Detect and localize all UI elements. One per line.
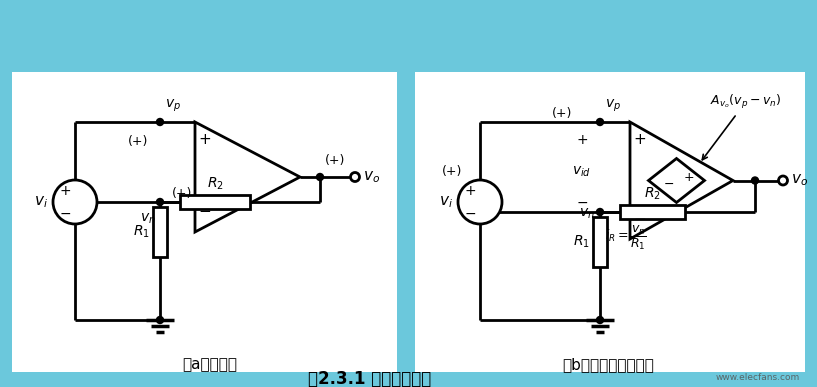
Bar [593, 217, 607, 267]
Text: (+): (+) [325, 154, 346, 167]
Text: $R_2$: $R_2$ [644, 186, 661, 202]
Text: （b）小信号电路模型: （b）小信号电路模型 [562, 358, 654, 373]
Text: $R_1$: $R_1$ [133, 224, 150, 240]
Bar [12, 72, 397, 372]
Circle shape [53, 180, 97, 224]
Text: $-$: $-$ [663, 177, 674, 190]
Polygon shape [630, 122, 733, 239]
Text: $v_i$: $v_i$ [34, 194, 48, 210]
Text: (+): (+) [127, 135, 148, 149]
Text: $v_o$: $v_o$ [791, 173, 808, 188]
Text: +: + [199, 132, 212, 147]
Text: $v_p$: $v_p$ [605, 98, 621, 114]
Text: $v_i$: $v_i$ [439, 194, 453, 210]
Text: $-$: $-$ [633, 209, 646, 224]
Text: （a）电路图: （a）电路图 [182, 358, 238, 373]
Circle shape [350, 173, 359, 182]
Circle shape [596, 209, 604, 216]
Text: $-$: $-$ [576, 195, 588, 209]
Polygon shape [195, 122, 300, 232]
Text: $v_o$: $v_o$ [363, 169, 380, 185]
Text: $R_1$: $R_1$ [573, 234, 590, 250]
Text: $i_R=\dfrac{v_n}{R_1}$: $i_R=\dfrac{v_n}{R_1}$ [605, 224, 647, 252]
Text: $v_n$: $v_n$ [579, 207, 595, 221]
Circle shape [752, 177, 758, 184]
Circle shape [157, 317, 163, 324]
Text: 图2.3.1 同相放大电路: 图2.3.1 同相放大电路 [308, 370, 431, 387]
Polygon shape [649, 159, 704, 202]
Circle shape [316, 173, 324, 180]
Text: +: + [683, 171, 694, 184]
Text: $-$: $-$ [199, 202, 212, 217]
Circle shape [596, 317, 604, 324]
Circle shape [157, 118, 163, 125]
Text: $-$: $-$ [59, 206, 71, 220]
Bar [415, 72, 805, 372]
Bar [180, 195, 250, 209]
Text: $A_{v_o}(v_p-v_n)$: $A_{v_o}(v_p-v_n)$ [703, 93, 781, 160]
Text: +: + [464, 184, 475, 198]
Text: (+): (+) [442, 166, 462, 178]
Circle shape [458, 180, 502, 224]
Text: $v_n$: $v_n$ [141, 212, 156, 226]
Text: +: + [634, 132, 646, 147]
Text: $-$: $-$ [464, 206, 476, 220]
Text: +: + [576, 133, 587, 147]
Text: (+): (+) [551, 108, 572, 120]
Text: +: + [59, 184, 71, 198]
Bar [153, 207, 167, 257]
Text: $v_{id}$: $v_{id}$ [573, 165, 592, 179]
Text: $R_2$: $R_2$ [207, 176, 223, 192]
Text: (+): (+) [172, 187, 192, 200]
Text: www.elecfans.com: www.elecfans.com [716, 373, 800, 382]
Bar [620, 205, 685, 219]
Circle shape [596, 118, 604, 125]
Circle shape [157, 199, 163, 205]
Circle shape [779, 176, 788, 185]
Text: $v_p$: $v_p$ [165, 98, 181, 114]
